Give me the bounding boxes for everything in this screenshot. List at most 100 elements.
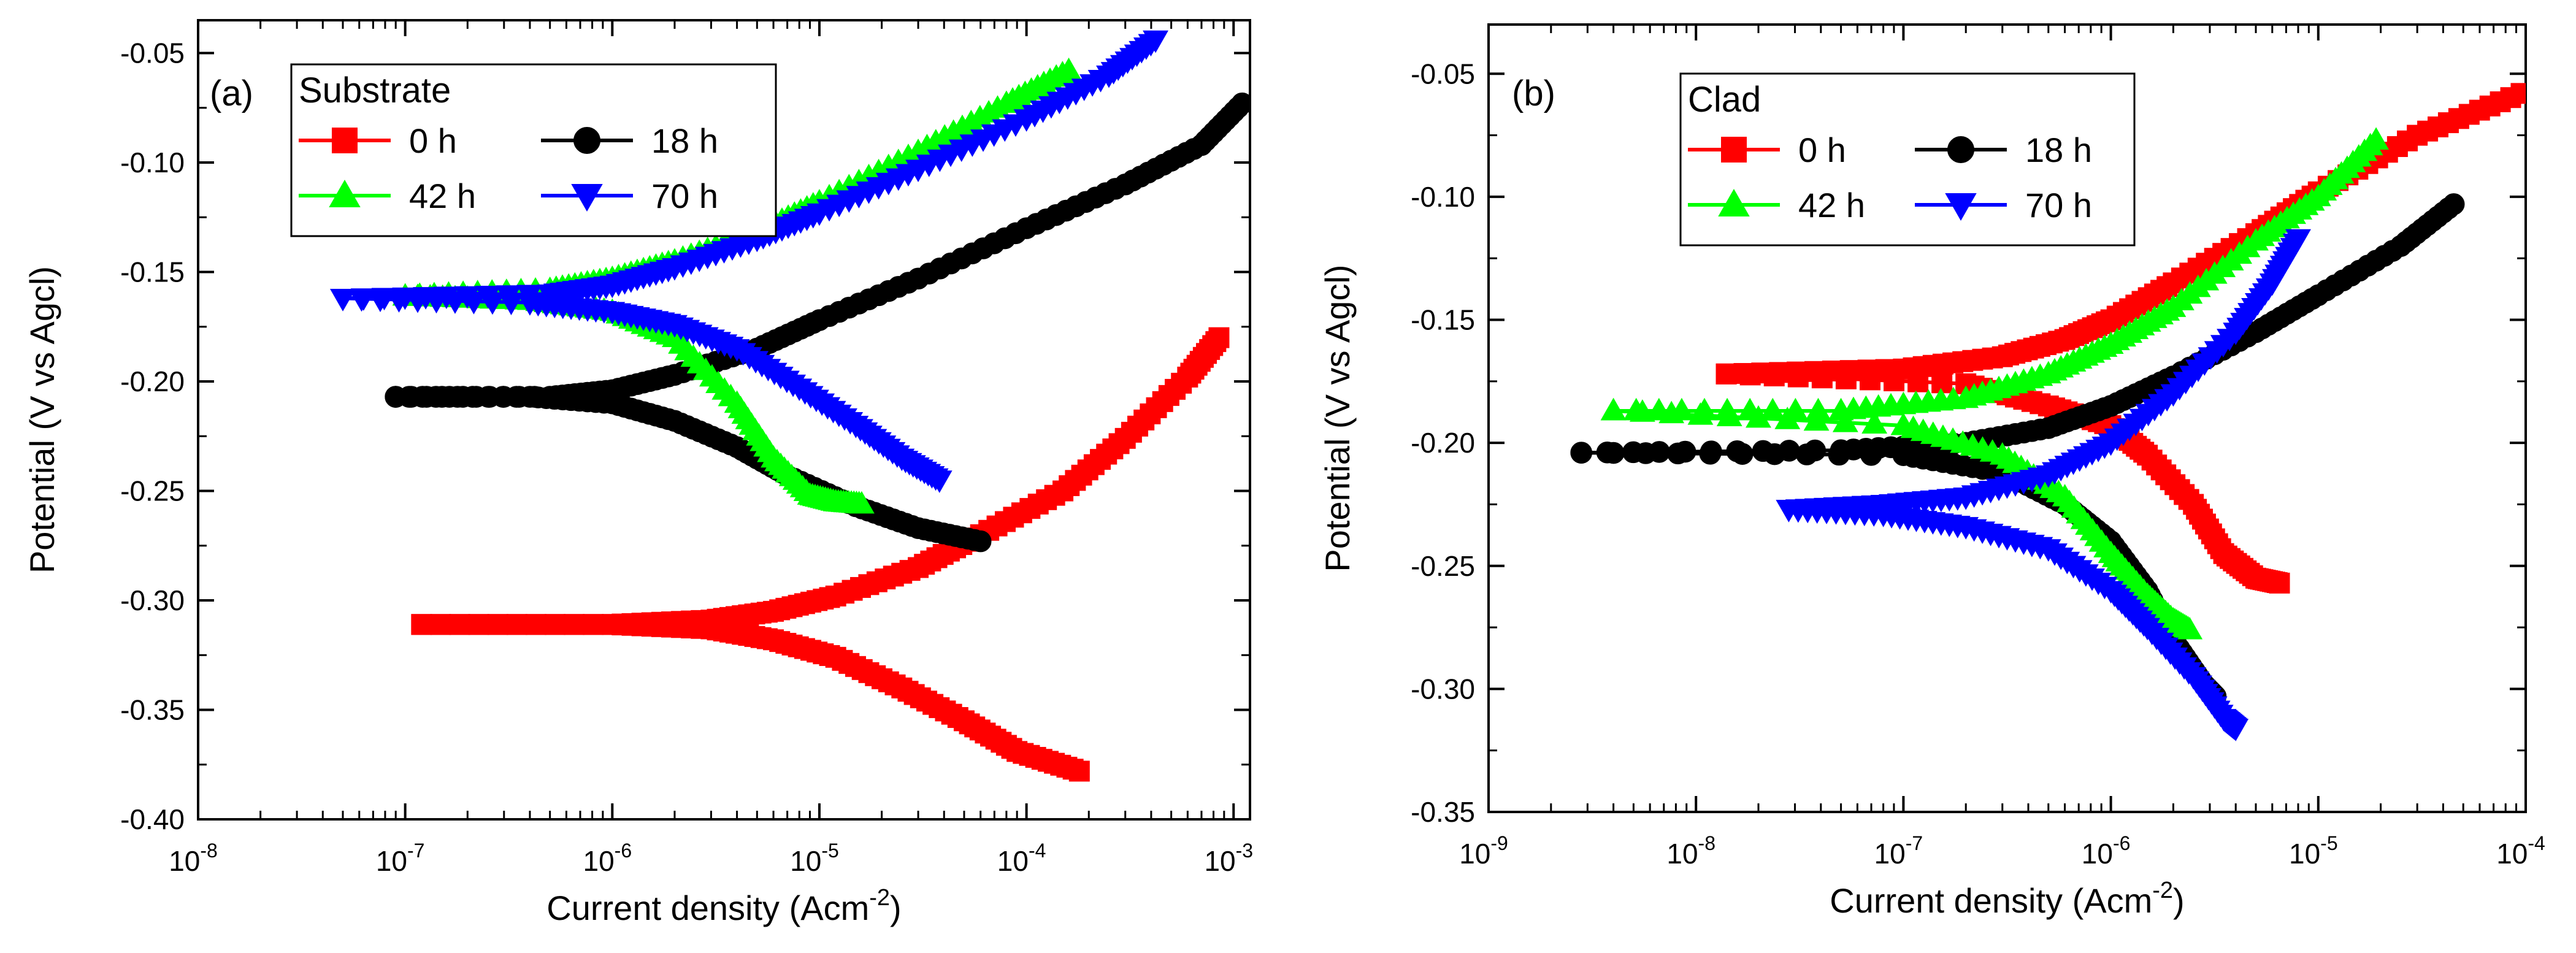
- data-point: [2442, 193, 2465, 215]
- data-point: [1668, 397, 1695, 421]
- data-point: [1622, 441, 1644, 464]
- data-point: [516, 285, 542, 308]
- legend-marker: [573, 127, 600, 154]
- y-tick-label: -0.25: [1411, 550, 1475, 582]
- x-tick-label: 10-5: [2289, 832, 2338, 870]
- y-tick-label: -0.10: [120, 147, 185, 178]
- legend-marker: [332, 128, 358, 153]
- data-point: [1760, 397, 1786, 421]
- y-tick-label: -0.05: [120, 37, 185, 69]
- y-tick-label: -0.30: [1411, 673, 1475, 705]
- data-point: [1648, 441, 1671, 463]
- data-point: [1857, 359, 1879, 381]
- data-point: [496, 285, 522, 308]
- data-point: [1804, 439, 1827, 462]
- legend-label: 70 h: [651, 177, 718, 215]
- data-point: [1782, 397, 1809, 421]
- data-point: [1875, 359, 1896, 380]
- data-point: [487, 614, 508, 635]
- series-18-h: [1570, 193, 2465, 708]
- x-tick-label: 10-8: [169, 840, 218, 877]
- legend-label: 0 h: [409, 121, 457, 160]
- data-point: [564, 614, 585, 635]
- y-tick-label: -0.40: [120, 803, 185, 835]
- data-point: [1208, 327, 1230, 348]
- data-point: [1700, 440, 1722, 462]
- x-axis: 10-8 10-7 10-6 10-5 10-4 10-3: [169, 20, 1253, 877]
- data-point: [2510, 83, 2526, 104]
- data-point: [545, 614, 566, 635]
- data-point: [2285, 229, 2311, 252]
- y-axis-label: Potential (V vs Agcl): [1318, 264, 1357, 572]
- data-point: [525, 614, 546, 635]
- y-tick-label: -0.15: [1411, 304, 1475, 336]
- x-tick-label: 10-7: [1874, 832, 1923, 870]
- y-tick-label: -0.35: [120, 694, 185, 726]
- data-point: [1570, 442, 1593, 464]
- data-point: [1804, 361, 1826, 382]
- data-point: [1931, 372, 1953, 394]
- data-point: [371, 288, 397, 311]
- y-tick-label: -0.25: [120, 475, 185, 507]
- data-point: [330, 288, 356, 312]
- legend-label: 18 h: [651, 121, 718, 160]
- panel-label: (a): [210, 74, 253, 113]
- legend-label: 42 h: [1798, 186, 1865, 224]
- legend-marker: [1718, 188, 1750, 216]
- legend-label: 18 h: [2025, 131, 2092, 169]
- panel-a: 10-8 10-7 10-6 10-5 10-4 10-3 -0.40 -0.35 -0.30 -…: [23, 19, 1253, 927]
- data-point: [1726, 440, 1749, 462]
- data-point: [1056, 57, 1082, 80]
- data-point: [449, 614, 470, 635]
- data-point: [411, 614, 432, 635]
- y-tick-label: -0.15: [120, 256, 185, 288]
- x-tick-label: 10-3: [1204, 840, 1253, 877]
- data-point: [1623, 397, 1649, 421]
- x-tick-label: 10-6: [583, 840, 632, 877]
- data-point: [430, 614, 451, 635]
- legend-label: 0 h: [1798, 131, 1846, 169]
- data-point: [1805, 397, 1831, 421]
- data-point: [1839, 360, 1861, 381]
- legend-marker: [1721, 137, 1747, 163]
- x-axis-label: Current density (Acm-2): [546, 885, 901, 927]
- series-70-h: [1776, 229, 2311, 741]
- legend-title: Clad: [1688, 80, 1761, 120]
- legend-box: [290, 63, 777, 237]
- data-point: [1646, 397, 1672, 421]
- data-point: [1737, 397, 1763, 421]
- data-point: [2363, 127, 2389, 150]
- y-tick-label: -0.20: [1411, 427, 1475, 459]
- data-point: [1733, 362, 1755, 384]
- y-tick-label: -0.05: [1411, 58, 1475, 90]
- data-point: [1769, 362, 1790, 383]
- data-point: [1752, 440, 1774, 462]
- plot-area: [330, 30, 1250, 782]
- plot-frame: [197, 19, 1251, 821]
- data-point: [1714, 397, 1741, 421]
- x-tick-label: 10-4: [2496, 832, 2545, 870]
- x-tick-label: 10-7: [376, 840, 425, 877]
- data-point: [1778, 440, 1800, 462]
- data-point: [468, 614, 489, 635]
- data-point: [1600, 397, 1627, 421]
- data-point: [475, 285, 501, 308]
- data-point: [1715, 363, 1737, 385]
- y-axis-label: Potential (V vs Agcl): [23, 266, 61, 573]
- x-tick-label: 10-8: [1666, 832, 1715, 870]
- y-tick-label: -0.20: [120, 366, 185, 397]
- plot-frame: [1487, 23, 2527, 813]
- series-42-h: [1600, 127, 2389, 640]
- data-point: [433, 286, 459, 310]
- legend-label: 42 h: [409, 177, 476, 215]
- legend-marker: [571, 184, 603, 212]
- x-tick-label: 10-5: [790, 840, 839, 877]
- panel-b: 10-9 10-8 10-7 10-6 10-5 10-4-0.35-0.30-0.25-…: [1318, 23, 2545, 920]
- x-axis: 10-9 10-8 10-7 10-6 10-5 10-4: [1459, 25, 2545, 870]
- data-point: [1861, 411, 1888, 434]
- series-70-h: [330, 30, 1168, 493]
- data-point: [583, 614, 604, 635]
- legend: Substrate 0 h 18 h 42 h 70 h: [290, 63, 777, 237]
- panel-label: (b): [1512, 74, 1555, 113]
- y-tick-label: -0.10: [1411, 181, 1475, 213]
